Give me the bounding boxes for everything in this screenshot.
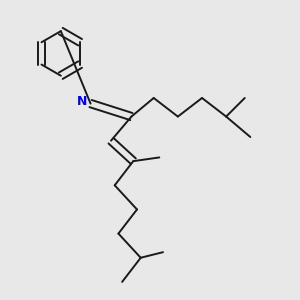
Text: N: N: [77, 95, 88, 108]
